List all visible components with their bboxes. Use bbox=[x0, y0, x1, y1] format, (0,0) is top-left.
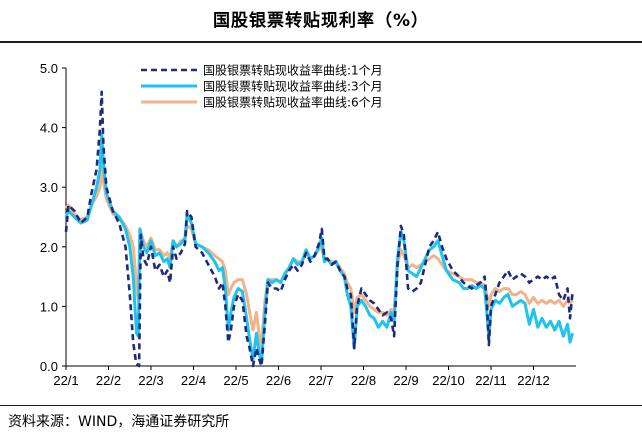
y-tick-label: 4.0 bbox=[40, 121, 58, 136]
y-tick-label: 3.0 bbox=[40, 180, 58, 195]
x-tick-label: 22/8 bbox=[351, 373, 376, 388]
legend: 国股银票转贴现收益率曲线:1个月国股银票转贴现收益率曲线:3个月国股银票转贴现收… bbox=[141, 63, 383, 110]
y-tick-label: 5.0 bbox=[40, 61, 58, 76]
series-group bbox=[64, 90, 575, 368]
y-tick-label: 1.0 bbox=[40, 299, 58, 314]
title-rule bbox=[0, 41, 642, 43]
legend-label: 国股银票转贴现收益率曲线:1个月 bbox=[203, 63, 383, 78]
x-tick-label: 22/2 bbox=[96, 373, 121, 388]
x-tick-label: 22/9 bbox=[393, 373, 418, 388]
x-tick-label: 22/12 bbox=[517, 373, 550, 388]
x-tick-label: 22/1 bbox=[53, 373, 78, 388]
x-tick-label: 22/11 bbox=[475, 373, 507, 388]
x-tick-label: 22/3 bbox=[138, 373, 163, 388]
source-rule bbox=[0, 405, 642, 406]
legend-label: 国股银票转贴现收益率曲线:3个月 bbox=[203, 79, 383, 94]
series-line-1 bbox=[64, 90, 574, 368]
line-chart: 0.0 1.0 2.0 3.0 4.0 5.0 22/1 22/2 22/3 22/4 22/5 22… bbox=[40, 61, 576, 388]
series-line-2 bbox=[64, 132, 575, 365]
y-tick-label: 2.0 bbox=[40, 240, 58, 255]
chart-title: 国股银票转贴现利率（%） bbox=[212, 11, 430, 31]
source-note: 资料来源：WIND，海通证券研究所 bbox=[8, 414, 230, 430]
y-tick-label: 0.0 bbox=[40, 359, 58, 374]
axes: 0.0 1.0 2.0 3.0 4.0 5.0 22/1 22/2 22/3 22/4 22/5 22… bbox=[40, 61, 576, 388]
x-tick-label: 22/7 bbox=[308, 373, 333, 388]
x-tick-label: 22/5 bbox=[223, 373, 248, 388]
legend-label: 国股银票转贴现收益率曲线:6个月 bbox=[203, 95, 383, 110]
x-tick-label: 22/10 bbox=[432, 373, 465, 388]
x-tick-label: 22/6 bbox=[266, 373, 291, 388]
x-tick-label: 22/4 bbox=[181, 373, 206, 388]
series-line-3 bbox=[64, 164, 574, 350]
